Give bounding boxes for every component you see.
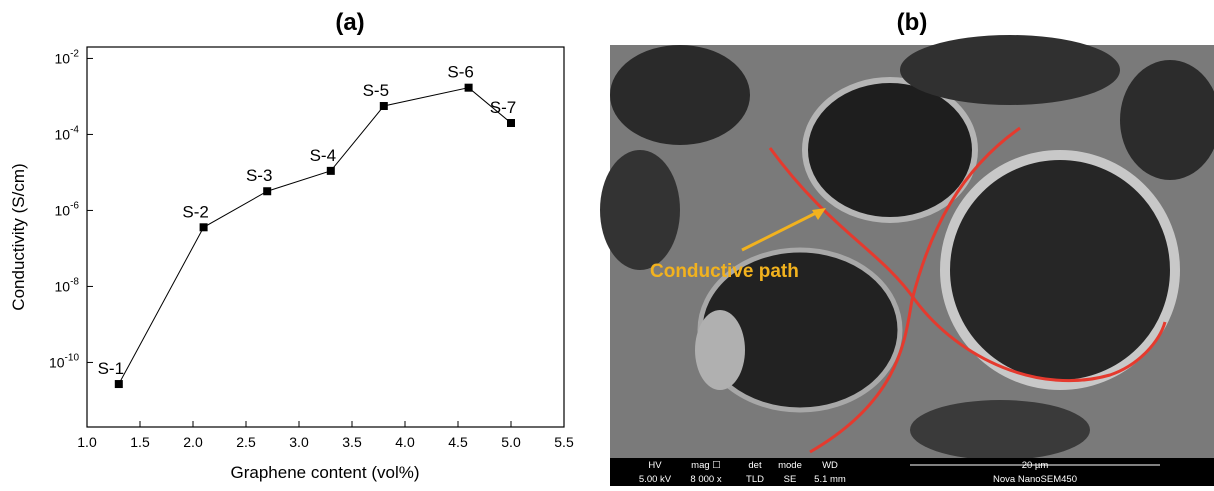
x-axis-label: Graphene content (vol%) [231,463,420,482]
x-tick-label: 2.5 [236,434,256,450]
tick-base: 10 [49,354,65,370]
image-title: (b) [897,9,928,36]
x-tick-label: 4.0 [395,434,415,450]
point-label: S-1 [98,359,124,378]
x-tick-label: 2.0 [183,434,203,450]
x-tick-label: 3.5 [342,434,362,450]
point-label: S-5 [363,81,389,100]
data-point [464,83,473,92]
tick-base: 10 [55,278,71,294]
tick-exponent: -2 [70,48,79,59]
x-tick-label: 1.5 [130,434,150,450]
info-label: WD [822,460,838,471]
data-point [507,119,515,127]
info-bar [610,458,1214,486]
info-value: TLD [746,474,764,485]
info-value: 8 000 x [690,474,721,485]
point-label: S-2 [182,202,208,221]
x-tick-label: 5.5 [554,434,574,450]
point-label: S-7 [490,98,516,117]
point-label: S-4 [310,146,336,165]
instrument: Nova NanoSEM450 [993,474,1077,485]
series-line [118,87,512,385]
conductive-path [809,126,1021,454]
tick-base: 10 [55,126,71,142]
annotation: Conductive path [650,261,799,282]
chart-title: (a) [335,9,364,36]
tick-exponent: -6 [70,200,79,211]
tick-base: 10 [55,202,71,218]
particle [695,310,745,390]
pore [940,150,1180,390]
info-label: mode [778,460,802,471]
arrow [741,210,819,252]
y-tick-label: 10-6 [55,200,80,218]
info-label: HV [648,460,662,471]
tick-exponent: -4 [70,124,79,135]
x-tick-label: 4.5 [448,434,468,450]
pore [610,45,750,145]
point-label: S-6 [447,63,473,82]
pore [600,150,680,270]
data-point [114,380,123,389]
plot-frame [86,46,565,428]
pore [900,35,1120,105]
y-tick-label: 10-4 [55,124,80,142]
y-axis-label: Conductivity (S/cm) [9,163,28,310]
data-point [263,187,272,196]
pore [910,400,1090,460]
data-point [199,223,208,232]
point-label: S-3 [246,166,272,185]
y-tick-label: 10-8 [55,276,80,294]
y-tick-label: 10-2 [55,48,80,66]
y-tick-label: 10-10 [49,352,79,370]
tick-base: 10 [55,50,71,66]
pore [802,77,978,223]
info-value: 5.00 kV [639,474,672,485]
arrow-head [812,208,826,220]
tick-exponent: -10 [65,352,80,363]
x-tick-label: 1.0 [77,434,97,450]
data-point [379,102,388,111]
tick-exponent: -8 [70,276,79,287]
info-label: det [748,460,762,471]
info-value: SE [784,474,797,485]
info-value: 5.1 mm [814,474,846,485]
x-tick-label: 3.0 [289,434,309,450]
data-point [326,166,335,175]
pore [1120,60,1214,180]
conductive-path [768,147,1167,383]
info-label: mag ☐ [691,460,721,471]
sem-image: (b) Conductive path HV 5.00 kV mag ☐ 8 0… [600,9,1214,486]
x-tick-label: 5.0 [501,434,521,450]
